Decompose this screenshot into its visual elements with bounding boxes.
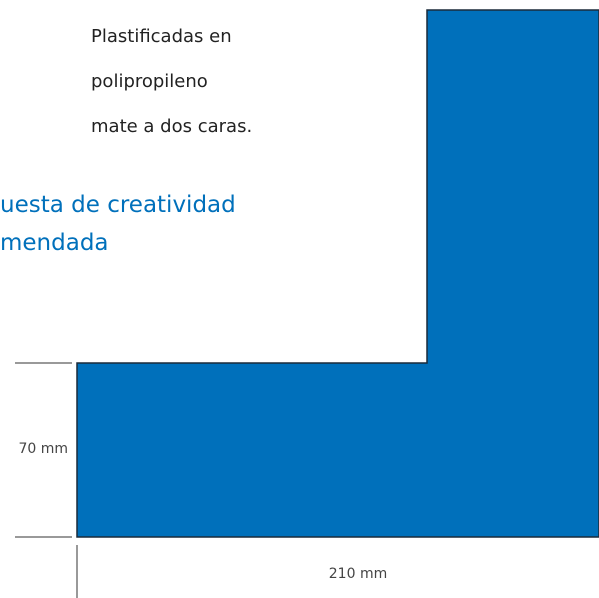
- heading-line: mendada: [0, 230, 109, 256]
- description-line: mate a dos caras.: [91, 116, 252, 137]
- width-label: 210 mm: [329, 566, 387, 582]
- description-line: polipropileno: [91, 71, 208, 92]
- description-line: Plastificadas en: [91, 26, 232, 47]
- heading-line: uesta de creatividad: [0, 192, 236, 218]
- shape: [76, 9, 599, 538]
- height-label: 70 mm: [18, 441, 68, 457]
